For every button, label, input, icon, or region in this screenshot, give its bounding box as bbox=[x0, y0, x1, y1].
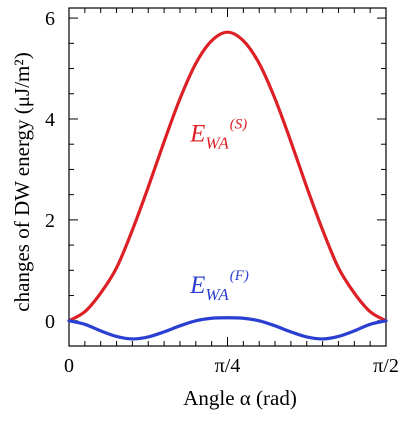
series-label-subscript: WA bbox=[205, 285, 229, 304]
y-axis-title: changes of DW energy (μJ/m²) bbox=[10, 52, 34, 311]
series-annotations: EWA(S)EWA(F) bbox=[189, 117, 249, 304]
series-label-superscript: (S) bbox=[230, 117, 248, 133]
y-tick-label: 0 bbox=[45, 311, 55, 333]
x-axis-title: Angle α (rad) bbox=[183, 386, 297, 410]
series-label-1: EWA(F) bbox=[189, 268, 249, 304]
series-label-0: EWA(S) bbox=[189, 117, 247, 153]
series-label-main: E bbox=[189, 272, 205, 299]
x-tick-label: π/2 bbox=[373, 355, 399, 377]
series-line-1 bbox=[67, 316, 388, 341]
series-label-subscript: WA bbox=[205, 134, 229, 153]
y-tick-label: 6 bbox=[45, 8, 55, 30]
axes bbox=[68, 7, 387, 347]
tick-labels: 0 π/4 π/2 0 2 4 6 bbox=[45, 8, 399, 377]
x-tick-label: π/4 bbox=[215, 355, 241, 377]
y-tick-label: 2 bbox=[45, 210, 55, 232]
x-tick-label: 0 bbox=[64, 355, 74, 377]
series-line-0 bbox=[67, 30, 388, 323]
series-lines bbox=[67, 30, 388, 341]
series-label-superscript: (F) bbox=[230, 268, 249, 284]
y-tick-label: 4 bbox=[45, 109, 55, 131]
series-label-main: E bbox=[189, 121, 205, 148]
